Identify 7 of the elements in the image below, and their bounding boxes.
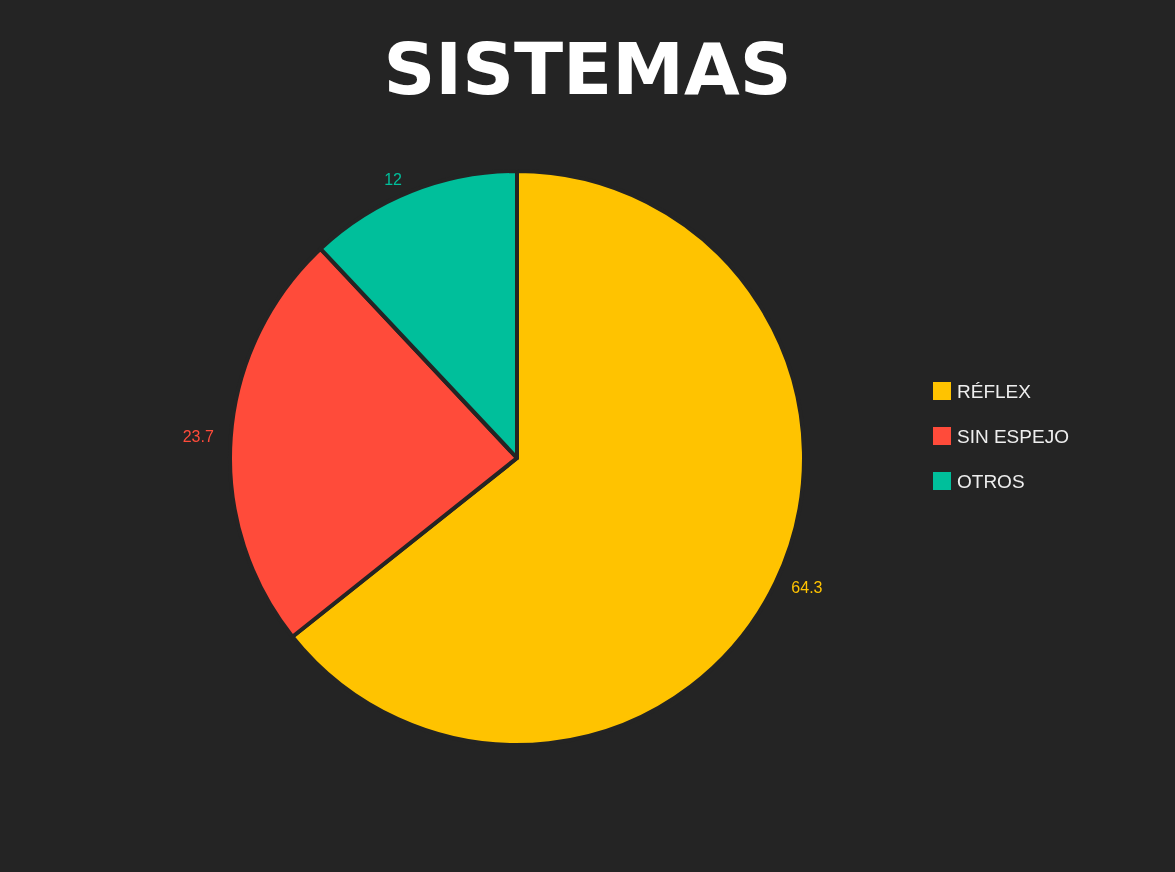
legend-label: OTROS: [957, 470, 1025, 492]
legend-label: RÉFLEX: [957, 380, 1032, 402]
data-label: 23.7: [182, 427, 214, 445]
legend-label: SIN ESPEJO: [957, 425, 1069, 447]
chart-title: SISTEMAS: [383, 27, 792, 111]
data-label: 12: [384, 171, 403, 189]
data-label: 64.3: [791, 579, 823, 597]
